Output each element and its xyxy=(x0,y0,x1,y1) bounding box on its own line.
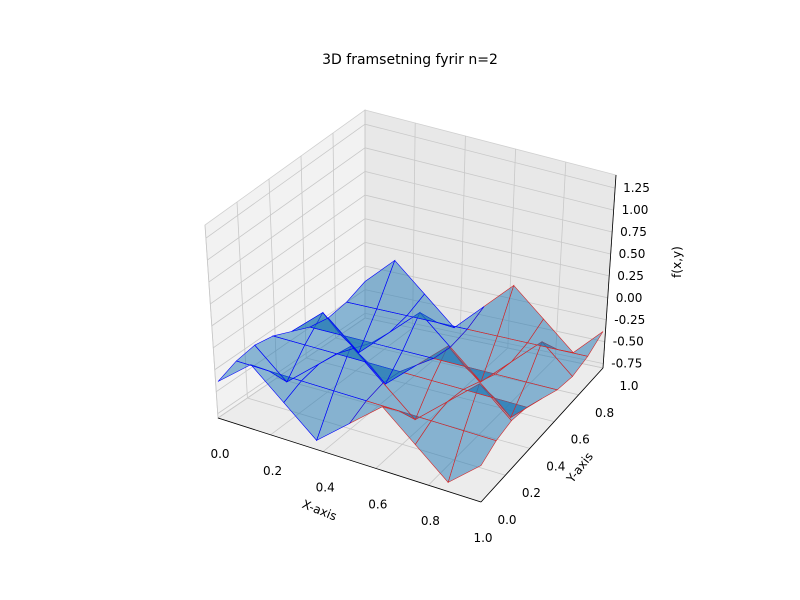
axes xyxy=(217,174,617,503)
y-tick-labels: 0.0 0.2 0.4 0.6 0.8 1.0 xyxy=(497,379,638,527)
y-axis-line xyxy=(480,367,604,503)
z-tick-label: -0.50 xyxy=(613,335,644,349)
right-pane-grid-vertical xyxy=(555,161,567,359)
x-tick-label: 0.2 xyxy=(263,464,282,478)
z-grid-line xyxy=(210,194,611,305)
surface-face xyxy=(346,259,396,310)
x-axis-line xyxy=(217,417,482,503)
z-tick-label: 1.25 xyxy=(623,181,650,195)
y-tick-label: 1.0 xyxy=(619,379,638,393)
z-grid-line xyxy=(205,123,616,239)
chart-title: 3D framsetning fyrir n=2 xyxy=(322,52,498,68)
z-tick-label: -0.25 xyxy=(614,313,645,327)
x-tick-label: 0.4 xyxy=(316,481,335,495)
z-tick-label: 0.25 xyxy=(617,269,644,283)
left-pane-grid-vertical xyxy=(332,132,336,339)
y-tick-label: 0.2 xyxy=(522,486,541,500)
y-tick-label: 0.0 xyxy=(497,513,516,527)
z-axis-label: f(x,y) xyxy=(670,246,684,278)
y-axis-label: Y-axis xyxy=(563,450,596,486)
z-tick-label: 0.75 xyxy=(620,225,647,239)
surface xyxy=(217,259,604,483)
left-pane-grid-vertical xyxy=(204,224,219,419)
z-tick-labels: -0.75 -0.50 -0.25 0.00 0.25 0.50 0.75 1.00 1.25 xyxy=(611,181,650,370)
z-grid-line xyxy=(211,218,610,327)
x-tick-label: 0.8 xyxy=(421,514,440,528)
z-tick-label: -0.75 xyxy=(611,357,642,371)
x-tick-labels: 0.0 0.2 0.4 0.6 0.8 1.0 xyxy=(210,447,492,545)
right-pane-grid-vertical xyxy=(459,135,466,339)
z-tick-label: 1.00 xyxy=(622,203,649,217)
z-grid-line xyxy=(208,171,613,283)
z-grid-line xyxy=(213,241,608,349)
y-tick-label: 0.6 xyxy=(571,433,590,447)
z-grid-line xyxy=(207,147,614,261)
z-tick-label: 0.50 xyxy=(619,247,646,261)
x-axis-label: X-axis xyxy=(300,497,339,523)
x-tick-label: 0.6 xyxy=(368,497,387,511)
y-tick-label: 0.8 xyxy=(595,406,614,420)
y-tick-label: 0.4 xyxy=(546,459,565,473)
x-tick-label: 0.0 xyxy=(210,447,229,461)
z-axis-line xyxy=(602,174,617,369)
z-tick-label: 0.00 xyxy=(616,291,643,305)
x-tick-label: 1.0 xyxy=(473,531,492,545)
